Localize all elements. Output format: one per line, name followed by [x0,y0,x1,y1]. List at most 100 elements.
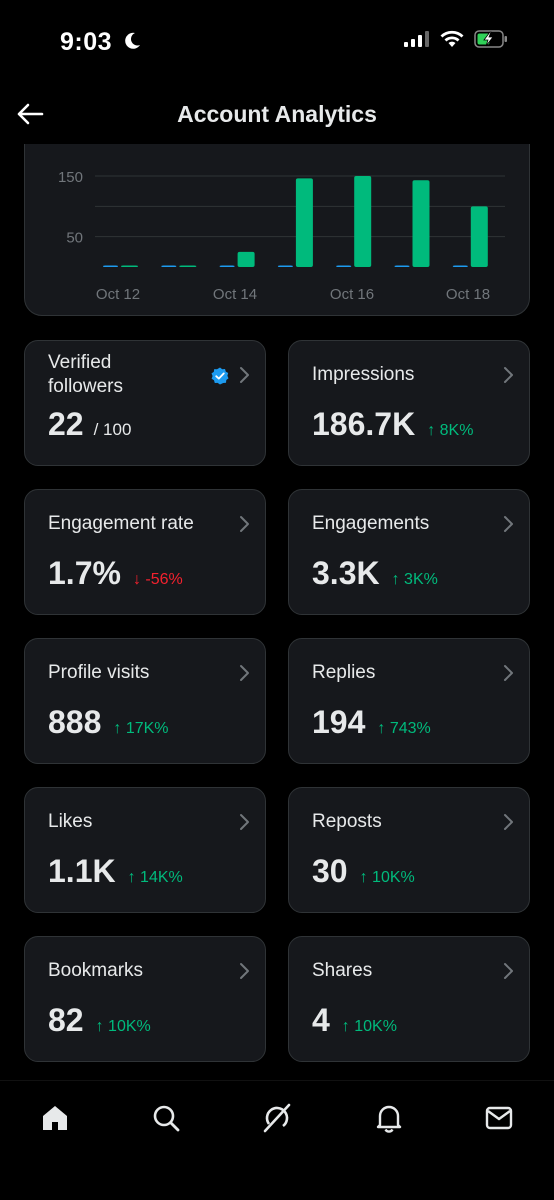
stat-change: ↓ -56% [132,571,183,588]
bar [121,265,138,267]
back-arrow-icon [17,103,44,125]
stat-value-row: 4 ↑ 10K% [312,1002,397,1039]
bar [103,265,118,267]
stat-label: Shares [312,960,373,981]
bar [237,251,255,267]
chevron-right-icon [504,814,513,830]
stat-change: ↑ 10K% [341,1018,397,1035]
chevron-right-icon [240,963,249,979]
search-icon [153,1105,180,1132]
stat-card-verified-followers[interactable]: Verified followers 22 / 100 [24,340,266,466]
stat-value: 3.3K [312,555,380,591]
stat-value: 1.7% [48,555,121,591]
nav-search[interactable] [149,1101,183,1135]
bar [295,178,313,267]
stat-label: Likes [48,811,93,832]
stat-value-row: 22 / 100 [48,406,131,443]
chevron-right-icon [240,665,249,681]
grok-icon [263,1103,291,1133]
x-tick-label: Oct 18 [446,286,490,303]
stat-change: ↑ 10K% [359,869,415,886]
stat-value-row: 3.3K ↑ 3K% [312,555,438,592]
bar [470,206,488,267]
stat-card-engagement-rate[interactable]: Engagement rate 1.7% ↓ -56% [24,489,266,615]
stat-value-row: 888 ↑ 17K% [48,704,169,741]
stat-label: Verified followers [48,352,123,397]
stat-card-shares[interactable]: Shares 4 ↑ 10K% [288,936,530,1062]
stat-value-row: 186.7K ↑ 8K% [312,406,473,443]
stat-value-row: 30 ↑ 10K% [312,853,415,890]
page-title: Account Analytics [177,101,377,127]
verified-badge-icon [211,367,229,385]
stat-label: Impressions [312,364,415,385]
x-tick-label: Oct 14 [213,286,257,303]
bar-chart: 150 50 Oct 12 Oct 14 Oct 16 Oct 18 [58,169,505,303]
chevron-right-icon [504,963,513,979]
chevron-right-icon [240,516,249,532]
messages-icon [485,1106,513,1130]
x-tick-label: Oct 16 [330,286,374,303]
stat-value: 4 [312,1002,330,1038]
stat-value: 888 [48,704,102,740]
stat-value: 1.1K [48,853,116,889]
stat-card-reposts[interactable]: Reposts 30 ↑ 10K% [288,787,530,913]
bar [336,265,352,267]
status-time: 9:03 [60,28,113,56]
stat-card-profile-visits[interactable]: Profile visits 888 ↑ 17K% [24,638,266,764]
moon-icon [125,32,140,49]
bar [219,265,235,267]
chevron-right-icon [240,367,249,383]
stat-change: ↑ 3K% [391,571,438,588]
signal-icon [404,31,429,47]
stat-change: ↑ 10K% [95,1018,151,1035]
battery-icon [474,30,507,48]
top-bar: Account Analytics [0,86,554,144]
bar [277,265,293,267]
stat-change: ↑ 14K% [127,869,183,886]
x-tick-label: Oct 12 [96,286,140,303]
stat-goal: / 100 [93,420,132,439]
nav-home[interactable] [38,1101,72,1135]
nav-grok[interactable] [260,1101,294,1135]
stat-value: 194 [312,704,366,740]
nav-notifications[interactable] [372,1101,406,1135]
bar [412,180,430,267]
stat-value: 22 [48,406,84,442]
status-bar: 9:03 [0,0,554,86]
stat-value-row: 82 ↑ 10K% [48,1002,151,1039]
stat-value-row: 194 ↑ 743% [312,704,431,741]
status-indicators [404,30,508,48]
stat-label: Engagement rate [48,513,194,534]
chevron-right-icon [504,367,513,383]
stat-label: Profile visits [48,662,150,683]
bar [354,176,372,267]
home-icon [43,1106,67,1130]
bar [452,265,468,267]
bottom-nav [0,1080,554,1200]
stat-card-impressions[interactable]: Impressions 186.7K ↑ 8K% [288,340,530,466]
wifi-icon [440,30,464,47]
stat-value: 30 [312,853,348,889]
stat-card-bookmarks[interactable]: Bookmarks 82 ↑ 10K% [24,936,266,1062]
chevron-right-icon [504,516,513,532]
nav-messages[interactable] [482,1101,516,1135]
stat-card-likes[interactable]: Likes 1.1K ↑ 14K% [24,787,266,913]
stat-label: Bookmarks [48,960,144,981]
stat-value: 82 [48,1002,84,1038]
stat-value-row: 1.7% ↓ -56% [48,555,183,592]
y-tick-label: 150 [58,169,83,186]
chevron-right-icon [240,814,249,830]
stat-label: Reposts [312,811,382,832]
stat-card-engagements[interactable]: Engagements 3.3K ↑ 3K% [288,489,530,615]
notifications-icon [376,1105,402,1133]
header-background [0,86,554,144]
stat-label: Replies [312,662,376,683]
bar [179,265,197,267]
engagement-chart-card: 150 50 Oct 12 Oct 14 Oct 16 Oct 18 [24,124,530,316]
stat-card-replies[interactable]: Replies 194 ↑ 743% [288,638,530,764]
stat-value-row: 1.1K ↑ 14K% [48,853,183,890]
stat-change: ↑ 743% [377,720,431,737]
y-tick-label: 50 [66,230,83,247]
back-button[interactable] [14,98,46,130]
stat-change: ↑ 17K% [113,720,169,737]
